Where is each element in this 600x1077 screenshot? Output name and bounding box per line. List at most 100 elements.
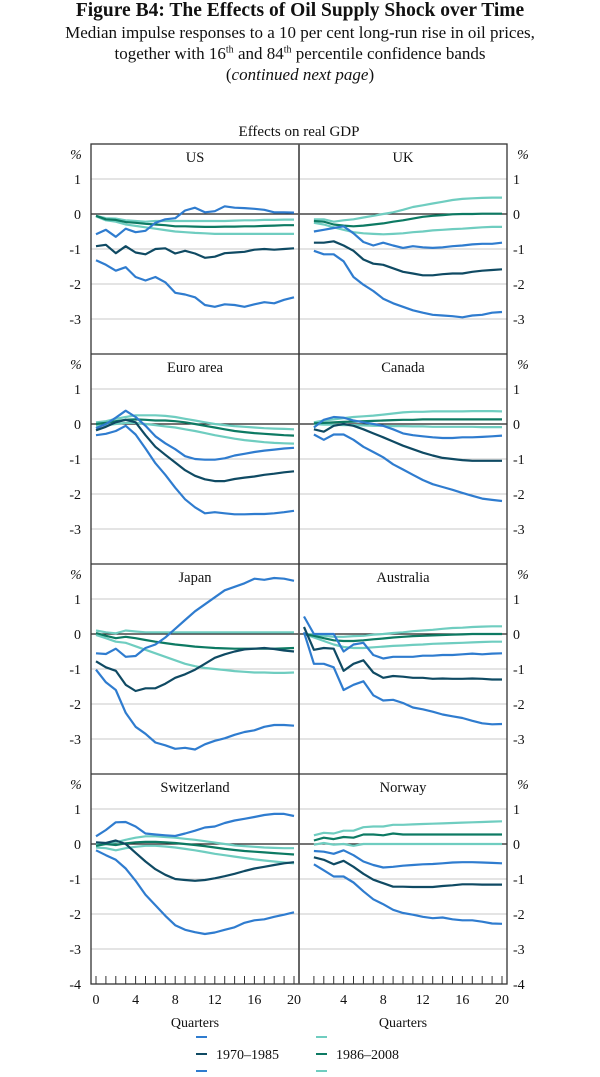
- y-tick-label: -2: [513, 908, 525, 923]
- y-tick-label: -3: [69, 943, 81, 958]
- y-tick-label: -2: [513, 278, 525, 293]
- y-tick-label: -3: [69, 313, 81, 328]
- series-1970-1985-median-euro-area: [95, 418, 295, 483]
- x-tick-label: 8: [380, 993, 387, 1008]
- continued-note: continued next page: [231, 65, 369, 84]
- panel-title: Switzerland: [160, 780, 230, 796]
- paren-open: (: [225, 65, 232, 84]
- series-1970-1985-upper-band-switzerland: [95, 812, 295, 838]
- series-1970-1985-lower-band-australia: [302, 631, 503, 726]
- y-tick-label: -1: [513, 873, 525, 888]
- series-1986-2008-upper-band-australia: [303, 625, 502, 638]
- series-1986-2008-lower-band-uk: [313, 221, 502, 236]
- panel-title: US: [186, 150, 205, 166]
- y-tick-label: -1: [513, 453, 525, 468]
- series-1970-1985-median-switzerland: [95, 839, 295, 882]
- x-axis-label: Quarters: [379, 1016, 427, 1031]
- x-tick-label: 16: [455, 993, 469, 1008]
- y-tick-label: 0: [74, 628, 81, 643]
- y-tick-label: 0: [513, 208, 520, 223]
- figure-title: Figure B4: The Effects of Oil Supply Sho…: [75, 0, 525, 21]
- series-1970-1985-lower-band-japan: [95, 669, 295, 751]
- x-tick-label: 8: [172, 993, 179, 1008]
- y-tick-label: -2: [513, 488, 525, 503]
- figure-subtitle-line3: (continued next page): [0, 64, 600, 85]
- x-tick-label: 12: [416, 993, 430, 1008]
- y-unit-label: %: [517, 148, 529, 163]
- series-1970-1985-upper-band-canada: [313, 415, 503, 440]
- series-1986-2008-upper-band-norway: [313, 820, 503, 837]
- panel-frames: [90, 143, 508, 985]
- series-1970-1985-median-japan: [95, 646, 295, 693]
- series-1986-2008-median-uk: [313, 212, 502, 228]
- y-unit-label: %: [517, 568, 529, 583]
- x-tick-label: 12: [208, 993, 222, 1008]
- y-tick-label: 0: [74, 838, 81, 853]
- panel-title: Norway: [380, 780, 427, 796]
- superscript: th: [225, 44, 234, 56]
- y-unit-label: %: [70, 148, 82, 163]
- y-unit-label: %: [517, 778, 529, 793]
- y-tick-label: -3: [69, 733, 81, 748]
- y-tick-label: -1: [69, 663, 81, 678]
- y-tick-label: -4: [513, 978, 525, 993]
- series-1986-2008-median-norway: [313, 832, 502, 842]
- y-tick-label: 0: [513, 838, 520, 853]
- series-1986-2008-median-canada: [313, 418, 502, 425]
- subtitle-text: percentile confidence bands: [291, 44, 486, 63]
- y-tick-label: -1: [69, 243, 81, 258]
- panel-title: UK: [393, 150, 414, 166]
- figure-subtitle-line2: together with 16th and 84th percentile c…: [0, 43, 600, 64]
- y-tick-label: -2: [69, 908, 81, 923]
- series-1970-1985-upper-band-euro-area: [95, 409, 295, 461]
- panel-title: Japan: [178, 570, 212, 586]
- figure-subtitle-line1: Median impulse responses to a 10 per cen…: [65, 23, 535, 42]
- subtitle-text: together with 16: [114, 44, 226, 63]
- series-1986-2008-lower-band-euro-area: [95, 421, 295, 445]
- series-1970-1985-median-australia: [302, 626, 502, 681]
- series-1970-1985-median-canada: [313, 422, 502, 462]
- series-1986-2008-lower-band-australia: [303, 632, 502, 650]
- panel-title: Canada: [381, 360, 425, 376]
- x-tick-label: 20: [287, 993, 301, 1008]
- series-1970-1985-upper-band-norway: [313, 849, 503, 869]
- y-tick-label: -3: [513, 523, 525, 538]
- y-tick-label: -4: [69, 978, 81, 993]
- series-1986-2008-upper-band-japan: [95, 629, 294, 635]
- y-tick-label: -1: [513, 663, 525, 678]
- y-unit-label: %: [70, 568, 82, 583]
- y-tick-label: -3: [513, 313, 525, 328]
- subtitle-text: and 84: [233, 44, 284, 63]
- x-tick-label: 16: [247, 993, 261, 1008]
- x-tick-label: 4: [132, 993, 139, 1008]
- y-tick-label: -2: [69, 698, 81, 713]
- series-1986-2008-lower-band-japan: [95, 633, 295, 674]
- y-tick-label: 1: [513, 593, 520, 608]
- series-1986-2008-upper-band-uk: [313, 196, 502, 223]
- series-1986-2008-upper-band-euro-area: [95, 414, 295, 431]
- series-1986-2008-median-switzerland: [95, 840, 295, 856]
- x-tick-label: 0: [93, 993, 100, 1008]
- legend: 1970–1985 1986–2008: [196, 1036, 399, 1072]
- series-1986-2008-lower-band-norway: [313, 841, 502, 847]
- series-1970-1985-lower-band-uk: [313, 249, 503, 319]
- series-1986-2008-median-us: [95, 214, 294, 228]
- y-tick-label: 1: [74, 173, 81, 188]
- y-unit-label: %: [70, 358, 82, 373]
- y-tick-label: 0: [513, 628, 520, 643]
- y-tick-label: 1: [513, 383, 520, 398]
- series-1970-1985-upper-band-australia: [303, 615, 503, 660]
- x-axis-label: Quarters: [171, 1016, 219, 1031]
- y-tick-label: -2: [69, 278, 81, 293]
- axis-labels: US UK Euro area Canada Japan Australia Switzer…: [69, 148, 529, 1031]
- series-1986-2008-upper-band-us: [95, 214, 294, 223]
- series-1970-1985-lower-band-canada: [313, 433, 503, 503]
- legend-label: 1986–2008: [336, 1048, 399, 1063]
- y-tick-label: -3: [69, 523, 81, 538]
- series-1970-1985-lower-band-euro-area: [95, 424, 295, 516]
- y-tick-label: 0: [74, 418, 81, 433]
- y-tick-label: -1: [69, 453, 81, 468]
- superscript: th: [283, 44, 292, 56]
- y-unit-label: %: [70, 778, 82, 793]
